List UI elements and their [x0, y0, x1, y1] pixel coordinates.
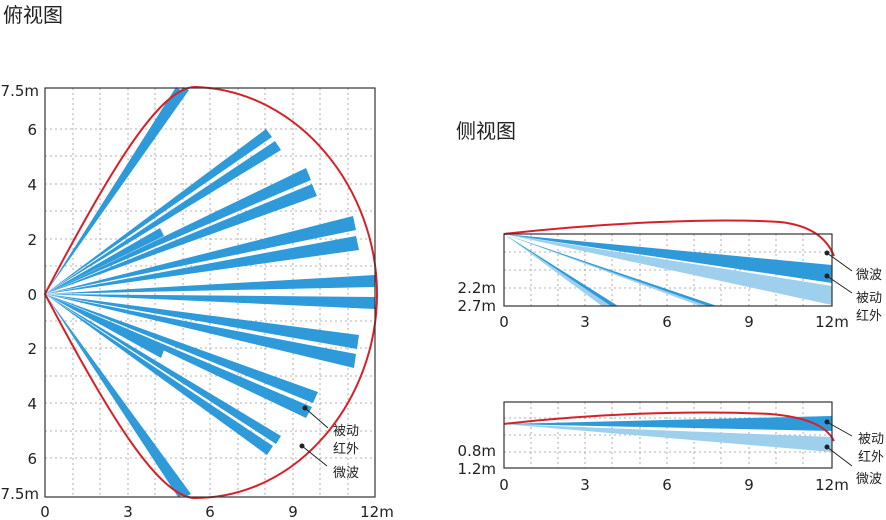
microwave-leader-line: [826, 446, 853, 467]
x-tick-label: 0: [499, 476, 509, 494]
side-view-title: 侧视图: [456, 119, 516, 143]
height-label: 2.7m: [458, 297, 496, 315]
pir-beam: [45, 168, 311, 294]
top-view-title: 俯视图: [3, 3, 63, 27]
pir-beam-light: [504, 424, 832, 452]
top-view-microwave-label: 微波: [333, 466, 359, 481]
pir-beam: [45, 228, 164, 294]
side-chart-1-x-axis: 0 3 6 9 12m: [499, 313, 849, 331]
pir-label-line2: 红外: [856, 308, 882, 324]
pir-beam: [45, 294, 375, 309]
side-chart-2-x-axis: 0 3 6 9 12m: [499, 476, 849, 494]
side-chart-2-microwave-label: 微波: [856, 472, 882, 487]
x-tick-label: 9: [744, 313, 754, 331]
side-view-chart-2: [503, 401, 853, 469]
pir-beam: [45, 294, 164, 358]
height-label: 0.8m: [458, 442, 496, 460]
pir-label-line2: 红外: [858, 449, 884, 465]
microwave-leader-line: [826, 252, 853, 272]
y-tick-label: 4: [27, 395, 37, 413]
pir-beam: [45, 294, 281, 444]
pir-leader-line: [826, 421, 853, 437]
y-tick-label: 7.5m: [1, 485, 39, 503]
side-chart-2-y-labels: 0.8m 1.2m: [458, 442, 496, 478]
pir-beam-light: [504, 234, 832, 305]
microwave-leader-line: [301, 445, 328, 467]
x-tick-label: 0: [40, 503, 50, 520]
height-label: 1.2m: [458, 460, 496, 478]
x-tick-label: 0: [499, 313, 509, 331]
pir-beam: [45, 294, 359, 349]
x-tick-label: 9: [288, 503, 298, 520]
side-view-chart-1: [503, 219, 853, 307]
x-tick-label: 6: [205, 503, 215, 520]
pir-beam: [504, 234, 618, 306]
y-tick-label: 0: [27, 286, 37, 304]
x-tick-label: 12m: [815, 476, 849, 494]
x-tick-label: 6: [662, 476, 672, 494]
side-chart-1-pir-label: 被动 红外: [856, 291, 886, 324]
pir-beam: [45, 294, 356, 368]
pir-beam: [45, 294, 184, 497]
side-chart-1-y-labels: 2.2m 2.7m: [458, 279, 496, 315]
pir-beam: [504, 234, 717, 306]
y-tick-label: 2: [27, 340, 37, 358]
pir-beam: [45, 184, 317, 294]
side-chart-1-frame: [503, 233, 833, 307]
pir-beam: [45, 294, 273, 455]
x-tick-label: 3: [580, 476, 590, 494]
x-tick-label: 12m: [360, 503, 394, 520]
x-tick-label: 6: [662, 313, 672, 331]
top-view-y-axis: 7.5m 6 4 2 0 2 4 6 7.5m: [1, 82, 39, 503]
height-label: 2.2m: [458, 279, 496, 297]
y-tick-label: 6: [27, 450, 37, 468]
top-view-x-axis: 0 3 6 9 12m: [40, 503, 394, 520]
y-tick-label: 6: [27, 121, 37, 139]
x-tick-label: 12m: [815, 313, 849, 331]
side-chart-1-microwave-label: 微波: [856, 268, 882, 283]
y-tick-label: 2: [27, 231, 37, 249]
side-chart-2-beams: [504, 416, 832, 452]
pir-beam: [45, 294, 312, 418]
top-view-pir-beams: [45, 87, 375, 497]
side-chart-2-frame: [503, 401, 833, 469]
y-tick-label: 7.5m: [1, 82, 39, 100]
top-view-frame: [44, 87, 376, 498]
top-view-plot: [43, 85, 379, 500]
pir-beam: [504, 234, 832, 283]
pir-beam: [45, 294, 318, 403]
pir-beam: [45, 129, 272, 294]
x-tick-label: 3: [123, 503, 133, 520]
pir-beam: [45, 87, 189, 294]
x-tick-label: 3: [580, 313, 590, 331]
top-view-microwave-boundary: [43, 85, 379, 500]
pir-beam: [45, 216, 356, 294]
side-chart-2-pir-label: 被动 红外: [858, 432, 886, 465]
pir-beam: [504, 416, 832, 431]
pir-beam: [45, 141, 281, 294]
pir-beam: [45, 294, 191, 497]
x-tick-label: 9: [744, 476, 754, 494]
side-chart-2-microwave-boundary: [503, 411, 835, 442]
side-chart-1-beams: [504, 234, 832, 306]
y-tick-label: 4: [27, 176, 37, 194]
top-view-pir-label: 被动 红外: [333, 424, 363, 457]
pir-label-line1: 被动: [858, 432, 884, 447]
pir-label-line1: 被动: [333, 424, 359, 439]
pir-beam: [45, 87, 182, 294]
pir-label-line2: 红外: [333, 441, 359, 457]
pir-beam: [45, 275, 375, 294]
pir-beam: [45, 236, 359, 294]
pir-leader-line: [826, 275, 853, 294]
pir-label-line1: 被动: [856, 291, 882, 306]
pir-leader-line: [304, 407, 329, 429]
